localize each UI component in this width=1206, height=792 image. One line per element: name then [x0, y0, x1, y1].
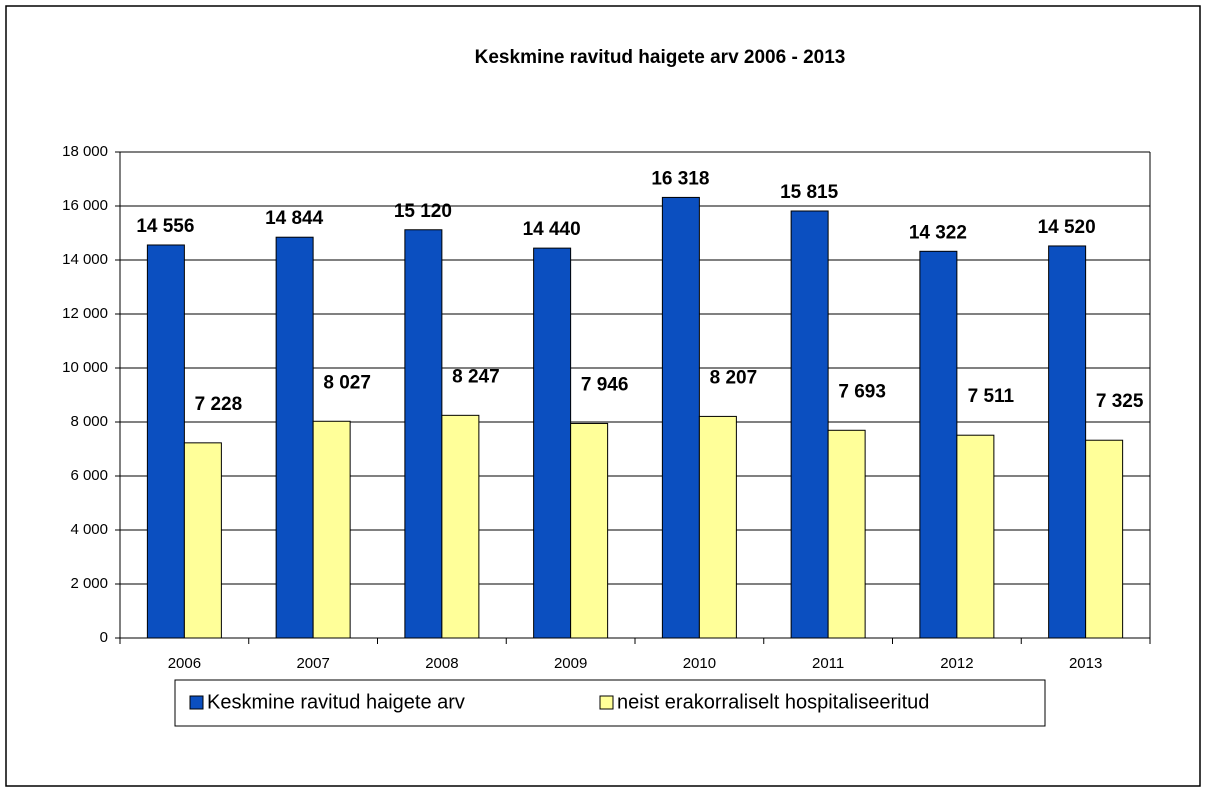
data-label: 7 693 — [838, 381, 886, 402]
x-tick-label: 2013 — [1069, 655, 1102, 672]
y-tick-label: 12 000 — [62, 305, 108, 322]
data-label: 15 120 — [394, 201, 452, 222]
data-label: 15 815 — [780, 182, 839, 203]
chart-frame — [5, 5, 1201, 787]
y-tick-label: 10 000 — [62, 359, 108, 376]
bar — [312, 420, 351, 639]
x-tick-label: 2012 — [940, 655, 973, 672]
data-label: 7 228 — [195, 394, 243, 415]
chart-title: Keskmine ravitud haigete arv 2006 - 2013 — [475, 47, 846, 68]
y-tick-label: 4 000 — [70, 521, 108, 538]
data-label: 14 440 — [523, 219, 581, 240]
data-label: 7 511 — [968, 386, 1015, 407]
data-label: 7 325 — [1096, 391, 1144, 412]
bar — [441, 414, 480, 639]
bar — [570, 422, 609, 639]
bar — [827, 429, 866, 639]
x-tick-label: 2011 — [812, 655, 844, 672]
data-label: 8 027 — [323, 372, 371, 393]
y-tick-label: 6 000 — [70, 467, 108, 484]
x-tick-label: 2010 — [683, 655, 716, 672]
legend-swatch — [189, 695, 204, 710]
data-label: 16 318 — [651, 168, 709, 189]
data-label: 14 520 — [1038, 217, 1096, 238]
bar — [661, 196, 700, 639]
bar — [919, 250, 958, 639]
data-label: 8 247 — [452, 366, 500, 387]
x-tick-label: 2009 — [554, 655, 587, 672]
data-label: 14 844 — [265, 208, 324, 229]
legend-swatch — [599, 695, 614, 710]
y-tick-label: 2 000 — [70, 575, 108, 592]
data-label: 7 946 — [581, 374, 629, 395]
bar — [404, 229, 443, 639]
y-tick-label: 14 000 — [62, 251, 108, 268]
bar — [1048, 245, 1087, 639]
y-tick-label: 16 000 — [62, 197, 108, 214]
data-label: 14 556 — [136, 216, 194, 237]
bar — [183, 442, 222, 639]
bar — [146, 244, 185, 639]
bar — [1085, 439, 1124, 639]
data-label: 14 322 — [909, 222, 967, 243]
y-tick-label: 18 000 — [62, 143, 108, 160]
bar — [956, 434, 995, 639]
x-tick-label: 2008 — [425, 655, 458, 672]
y-tick-label: 0 — [100, 629, 108, 646]
legend-label: neist erakorraliselt hospitaliseeritud — [617, 691, 929, 713]
legend-label: Keskmine ravitud haigete arv — [207, 691, 465, 713]
bar — [698, 415, 737, 639]
y-tick-label: 8 000 — [70, 413, 108, 430]
bar — [533, 247, 572, 639]
bar — [275, 236, 314, 639]
data-label: 8 207 — [710, 367, 758, 388]
x-tick-label: 2007 — [296, 655, 329, 672]
bar — [790, 210, 829, 639]
x-tick-label: 2006 — [168, 655, 201, 672]
